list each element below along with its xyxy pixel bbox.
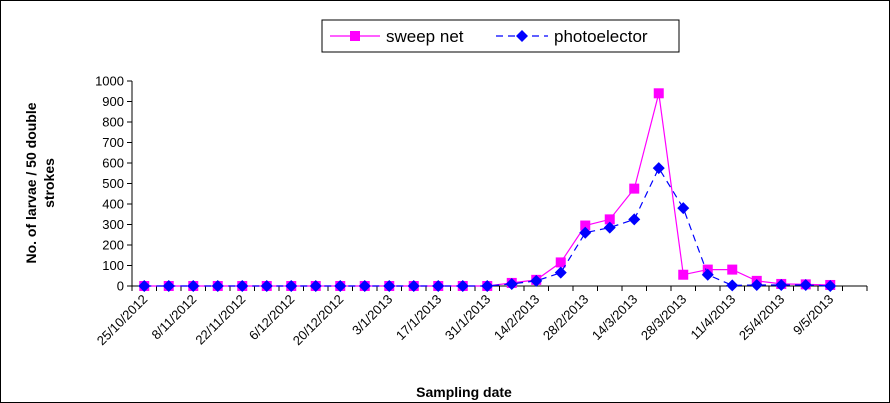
y-tick-label: 600 <box>102 156 124 171</box>
photoelector-point <box>603 221 616 234</box>
y-tick-label: 200 <box>102 238 124 253</box>
photoelector-point <box>456 280 469 292</box>
y-axis-title-line-2: strokes <box>41 158 57 208</box>
legend-label-photoelector: photoelector <box>554 27 648 46</box>
y-tick-label: 800 <box>102 115 124 130</box>
y-tick-label: 400 <box>102 197 124 212</box>
photoelector-point <box>628 213 641 226</box>
photoelector-point <box>554 266 567 279</box>
y-axis: 0 100 200 300 400 500 600 700 800 900 1000 <box>95 74 133 294</box>
sweep-net-point <box>604 214 615 225</box>
sweep-net-point <box>727 264 738 275</box>
photoelector-point <box>162 280 175 292</box>
photoelector-point <box>432 280 445 292</box>
y-tick-label: 1000 <box>95 74 124 89</box>
plot-series <box>138 88 837 292</box>
x-axis-title: Sampling date <box>416 384 512 400</box>
y-tick-label: 700 <box>102 135 124 150</box>
photoelector-point <box>383 280 396 292</box>
sweep-net-point <box>555 257 566 268</box>
photoelector-point <box>530 274 543 287</box>
photoelector-point <box>285 280 298 292</box>
photoelector-point <box>260 280 273 292</box>
y-tick-label: 100 <box>102 258 124 273</box>
legend: sweep net photoelector <box>321 19 680 53</box>
photoelector-point <box>775 278 788 291</box>
legend-label-sweep-net: sweep net <box>386 27 464 46</box>
photoelector-point <box>701 268 714 281</box>
photoelector-point <box>211 280 224 292</box>
photoelector-point <box>799 278 812 291</box>
y-axis-title-line-1: No. of larvae / 50 double <box>23 102 39 263</box>
legend-marker-sweep-net <box>350 31 360 41</box>
photoelector-point <box>358 280 371 292</box>
sweep-net-point <box>580 220 591 231</box>
photoelector-point <box>505 277 518 290</box>
photoelector-point <box>334 280 347 292</box>
photoelector-point <box>236 280 249 292</box>
legend-marker-photoelector <box>516 30 528 42</box>
y-tick-label: 500 <box>102 176 124 191</box>
sweep-net-point <box>653 88 664 99</box>
photoelector-point <box>309 280 322 292</box>
photoelector-point <box>750 278 763 291</box>
y-tick-label: 300 <box>102 217 124 232</box>
y-tick-label: 0 <box>117 279 124 294</box>
sweep-net-point <box>629 183 640 194</box>
sweep-net-point <box>678 269 689 280</box>
photoelector-point <box>187 280 200 292</box>
photoelector-point <box>726 279 739 292</box>
photoelector-point <box>407 280 420 292</box>
y-tick-label: 900 <box>102 94 124 109</box>
photoelector-point <box>481 280 494 292</box>
photoelector-point <box>652 162 665 175</box>
photoelector-point <box>824 280 837 292</box>
photoelector-point <box>579 226 592 239</box>
photoelector-point <box>677 202 690 215</box>
photoelector-point <box>138 280 151 292</box>
